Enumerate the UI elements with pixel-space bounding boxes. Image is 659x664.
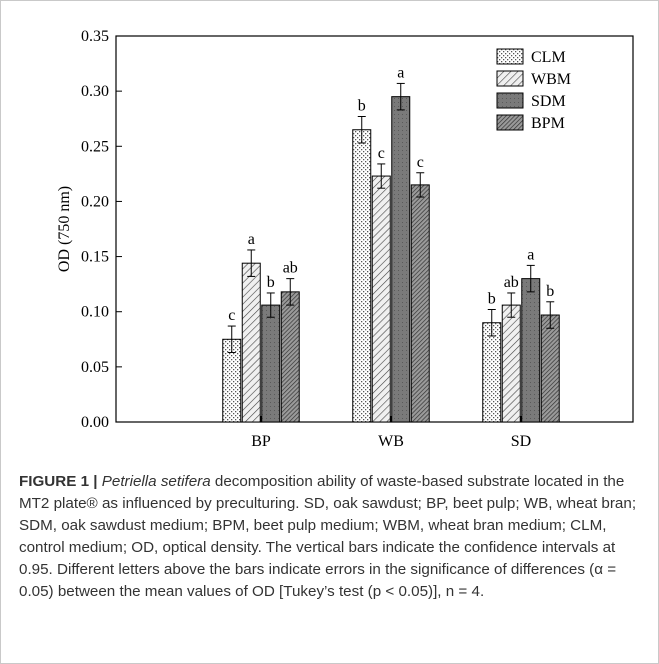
y-tick-label: 0.10 — [81, 304, 109, 321]
caption-species: Petriella setifera — [101, 473, 211, 490]
y-tick-label: 0.35 — [81, 28, 109, 45]
y-tick-label: 0.00 — [81, 414, 109, 431]
y-tick-label: 0.15 — [81, 249, 109, 266]
x-tick-label: WB — [378, 433, 404, 450]
significance-letter: ab — [504, 274, 519, 291]
bar — [391, 96, 411, 423]
figure-caption: FIGURE 1 | Petriella setifera decomposit… — [19, 471, 647, 603]
significance-letter: b — [267, 274, 275, 291]
significance-letter: a — [397, 64, 404, 81]
legend-swatch — [496, 114, 524, 131]
significance-letter: a — [527, 246, 534, 263]
significance-letter: ab — [283, 260, 298, 277]
bar — [280, 291, 300, 423]
significance-letter: b — [358, 98, 366, 115]
caption-text: decomposition ability of waste-based sub… — [19, 473, 637, 600]
bar-chart: 0.00 0.05 0.10 0.15 0.20 0.25 0.30 0.35 OD (750 … — [56, 28, 634, 450]
significance-letter: a — [248, 231, 255, 248]
legend-swatch — [496, 92, 524, 109]
y-axis-label: OD (750 nm) — [56, 186, 73, 272]
significance-letter: b — [546, 283, 554, 300]
bar — [352, 129, 372, 423]
bar — [261, 304, 281, 423]
y-tick-label: 0.20 — [81, 193, 109, 210]
y-tick-label: 0.30 — [81, 83, 109, 100]
bar — [241, 262, 261, 423]
legend-label: SDM — [531, 93, 566, 110]
bar — [482, 322, 502, 423]
bar — [540, 314, 560, 423]
plot-area: 0.00 0.05 0.10 0.15 0.20 0.25 0.30 0.35 OD (750 … — [56, 28, 634, 450]
caption-label: FIGURE 1 | — [19, 473, 98, 490]
legend-swatch — [496, 48, 524, 65]
bar — [521, 278, 541, 423]
legend-label: CLM — [531, 49, 566, 66]
legend-swatch — [496, 70, 524, 87]
legend-label: WBM — [531, 71, 571, 88]
significance-letter: c — [228, 307, 235, 324]
x-tick-label: SD — [511, 433, 531, 450]
legend: CLM WBM SDM BPM — [496, 48, 571, 132]
significance-letter: c — [417, 154, 424, 171]
x-tick-label: BP — [251, 433, 271, 450]
bar — [410, 184, 430, 423]
y-tick-label: 0.05 — [81, 359, 109, 376]
y-tick-label: 0.25 — [81, 138, 109, 155]
significance-letter: b — [488, 291, 496, 308]
legend-label: BPM — [531, 115, 565, 132]
bar — [501, 304, 521, 423]
significance-letter: c — [378, 145, 385, 162]
bar — [371, 175, 391, 423]
